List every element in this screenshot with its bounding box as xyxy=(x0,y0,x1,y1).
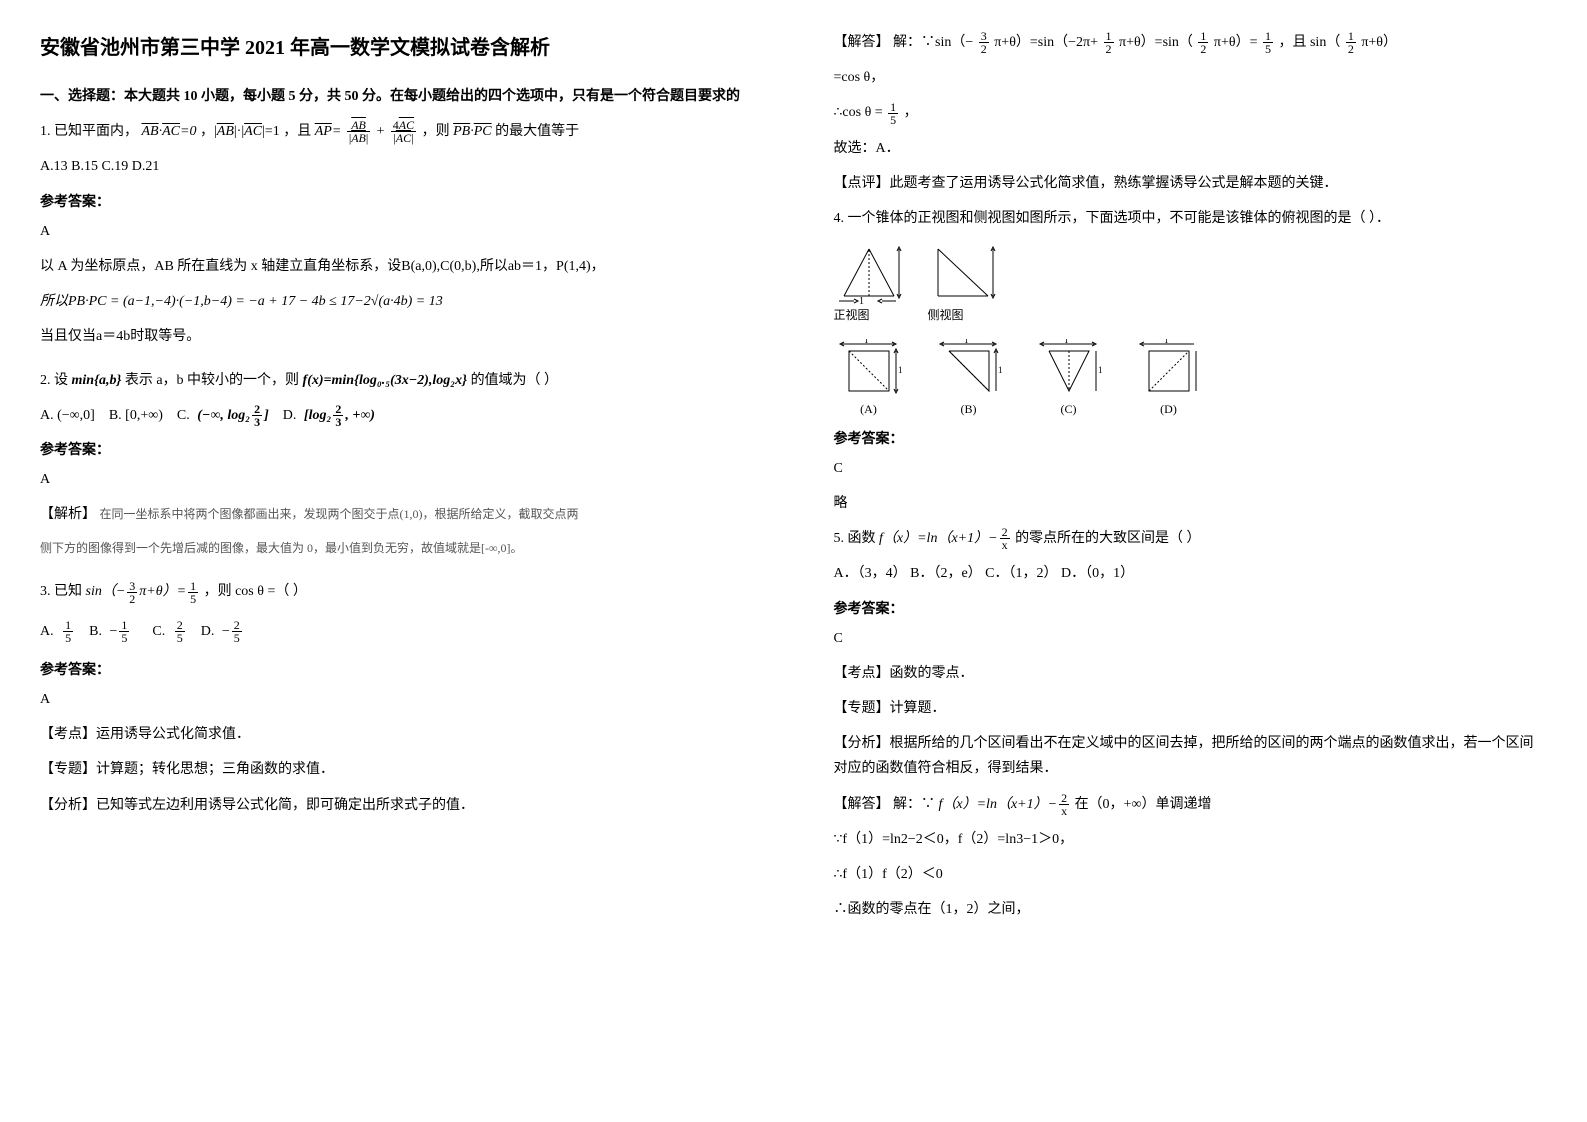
q2-stem: 2. 设 min{a,b} 表示 a，b 中较小的一个，则 f(x)=min{l… xyxy=(40,368,754,393)
q2-sol-1: 【解析】 在同一坐标系中将两个图像都画出来，发现两个图交于点(1,0)，根据所给… xyxy=(40,502,754,527)
q2-b: B. [0,+∞) xyxy=(109,408,163,423)
q5-stem: 5. 函数 f（x）=ln（x+1）−2x 的零点所在的大致区间是（ ） xyxy=(834,526,1548,551)
diagram-icon: 1 1 xyxy=(834,339,904,399)
q3-kd: 【考点】运用诱导公式化简求值． xyxy=(40,722,754,747)
q5-fx: 【分析】根据所给的几个区间看出不在定义域中的区间去掉，把所给的区间的两个端点的函… xyxy=(834,731,1548,781)
q3-choices: A. 15 B. −15 C. 25 D. −25 xyxy=(40,619,754,644)
q1-sol3: 当且仅当a＝4b时取等号。 xyxy=(40,324,754,349)
q2-sol-label: 【解析】 xyxy=(40,507,96,522)
q2-fx: f(x)=min{log₀.₅(3x−2),log₂x} xyxy=(303,373,468,388)
q2-min: min{a,b} xyxy=(72,373,122,388)
section-1-head: 一、选择题：本大题共 10 小题，每小题 5 分，共 50 分。在每小题给出的四… xyxy=(40,84,754,109)
q1-sol1: 以 A 为坐标原点，AB 所在直线为 x 轴建立直角坐标系，设B(a,0),C(… xyxy=(40,254,754,279)
q3-prefix: 3. 已知 xyxy=(40,584,82,599)
q3-stem: 3. 已知 sin（−32π+θ）=15 ，则 cos θ =（ ） xyxy=(40,579,754,604)
q2-choices: A. (−∞,0] B. [0,+∞) C. (−∞, log₂23] D. [… xyxy=(40,403,754,428)
side-view: 侧视图 xyxy=(928,241,998,327)
svg-text:1: 1 xyxy=(864,339,869,345)
q3-ans: A xyxy=(40,687,754,712)
svg-text:1: 1 xyxy=(964,339,969,345)
q5-l3: ∴f（1）f（2）＜0 xyxy=(834,862,1548,887)
q1-ans-label: 参考答案： xyxy=(40,190,754,215)
q1-ans: A xyxy=(40,219,754,244)
q2-sol-text1: 在同一坐标系中将两个图像都画出来，发现两个图交于点(1,0)，根据所给定义，截取… xyxy=(100,507,579,521)
front-view: 1 正视图 xyxy=(834,241,904,327)
svg-text:1: 1 xyxy=(1164,339,1169,345)
left-column: 安徽省池州市第三中学 2021 年高一数学文模拟试卷含解析 一、选择题：本大题共… xyxy=(0,0,794,1122)
opt-c: 1 1 (C) xyxy=(1034,339,1104,421)
opt-a: 1 1 (A) xyxy=(834,339,904,421)
svg-text:1: 1 xyxy=(859,296,864,305)
q5-jd: 【解答】 解：∵ f（x）=ln（x+1）−2x 在（0，+∞）单调递增 xyxy=(834,792,1548,817)
q1-choices: A.13 B.15 C.19 D.21 xyxy=(40,154,754,179)
q3-zt: 【专题】计算题；转化思想；三角函数的求值． xyxy=(40,757,754,782)
right-column: 【解答】 解：∵sin（− 32 π+θ）=sin（−2π+ 12 π+θ）=s… xyxy=(794,0,1587,1122)
q3-jd-l4: 故选：A． xyxy=(834,136,1548,161)
opt-b: 1 1 (B) xyxy=(934,339,1004,421)
svg-text:1: 1 xyxy=(898,365,903,375)
q1-sol2: 所以PB·PC = (a−1,−4)·(−1,b−4) = −a + 17 − … xyxy=(40,289,754,314)
q5-kd: 【考点】函数的零点． xyxy=(834,661,1548,686)
q4-ans: C xyxy=(834,456,1548,481)
diagram-icon: 1 1 xyxy=(934,339,1004,399)
q1-mid3: ，且 xyxy=(283,124,311,139)
q2-mid: 表示 a，b 中较小的一个，则 xyxy=(125,373,299,388)
q3-fx: 【分析】已知等式左边利用诱导公式化简，即可确定出所求式子的值． xyxy=(40,793,754,818)
q4-ans-label: 参考答案： xyxy=(834,427,1548,452)
svg-text:1: 1 xyxy=(1098,365,1103,375)
q5-ans-label: 参考答案： xyxy=(834,597,1548,622)
svg-text:1: 1 xyxy=(1064,339,1069,345)
exam-title: 安徽省池州市第三中学 2021 年高一数学文模拟试卷含解析 xyxy=(40,30,754,66)
q4-options: 1 1 (A) 1 1 (B) 1 xyxy=(834,339,1548,421)
q2-sol-text2: 侧下方的图像得到一个先增后减的图像，最大值为 0，最小值到负无穷，故值域就是[-… xyxy=(40,538,754,560)
q2-c-label: C. xyxy=(177,408,190,423)
q5-l4: ∴函数的零点在（1，2）之间， xyxy=(834,897,1548,922)
q3-jd-l2: =cos θ， xyxy=(834,65,1548,90)
q5-zt: 【专题】计算题． xyxy=(834,696,1548,721)
q1-stem: 1. 已知平面内， AB·AC=0 ，|AB|·|AC|=1 ，且 AP= AB… xyxy=(40,119,754,144)
q5-choices: A．（3，4） B．（2，e） C．（1，2） D．（0，1） xyxy=(834,561,1548,586)
q5-l2: ∵f（1）=ln2−2＜0，f（2）=ln3−1＞0， xyxy=(834,827,1548,852)
triangle-icon xyxy=(928,241,998,305)
q4-sol: 略 xyxy=(834,491,1548,516)
q1-prefix: 1. 已知平面内， xyxy=(40,124,138,139)
q4-stem: 4. 一个锥体的正视图和侧视图如图所示，下面选项中，不可能是该锥体的俯视图的是（… xyxy=(834,206,1548,231)
svg-text:1: 1 xyxy=(998,365,1003,375)
q3-ans-label: 参考答案： xyxy=(40,658,754,683)
front-view-label: 正视图 xyxy=(834,305,904,327)
q3-end: ，则 cos θ =（ ） xyxy=(204,584,307,599)
diagram-icon: 1 xyxy=(1134,339,1204,399)
opt-d: 1 (D) xyxy=(1134,339,1204,421)
q2-prefix: 2. 设 xyxy=(40,373,68,388)
q5-ans: C xyxy=(834,626,1548,651)
triangle-icon: 1 xyxy=(834,241,904,305)
side-view-label: 侧视图 xyxy=(928,305,998,327)
q2-suffix: 的值域为（ ） xyxy=(471,373,559,388)
q2-a: A. (−∞,0] xyxy=(40,408,95,423)
q2-d-label: D. xyxy=(283,408,297,423)
q3-dp: 【点评】此题考查了运用诱导公式化简求值，熟练掌握诱导公式是解本题的关键． xyxy=(834,171,1548,196)
q2-ans: A xyxy=(40,467,754,492)
q3-jd: 【解答】 解：∵sin（− 32 π+θ）=sin（−2π+ 12 π+θ）=s… xyxy=(834,30,1548,55)
q2-ans-label: 参考答案： xyxy=(40,438,754,463)
diagram-icon: 1 1 xyxy=(1034,339,1104,399)
q4-views: 1 正视图 侧视图 xyxy=(834,241,1548,327)
q3-jd-l3: ∴cos θ = 15 ， xyxy=(834,100,1548,125)
